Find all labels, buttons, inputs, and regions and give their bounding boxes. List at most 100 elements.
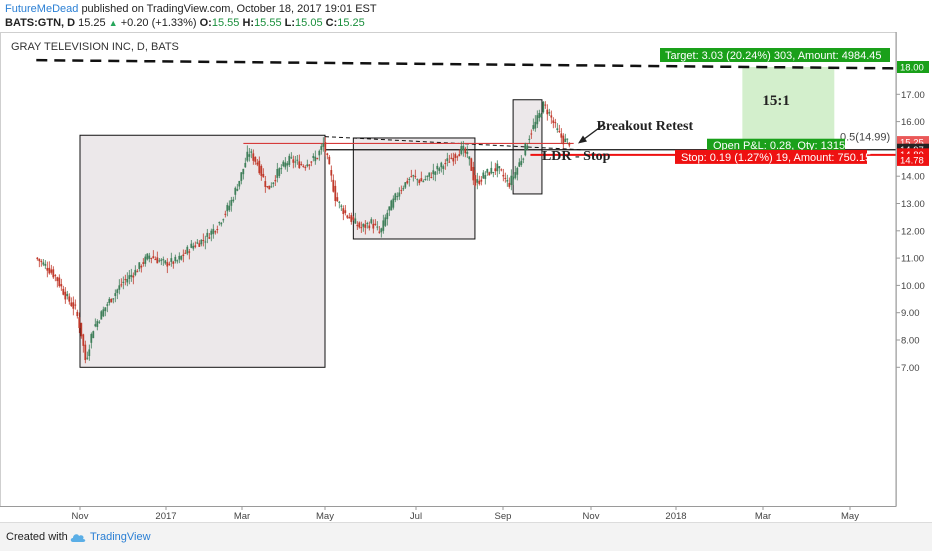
price-chart[interactable]: GRAY TELEVISION INC, D, BATS Target: 3.0… bbox=[0, 32, 932, 522]
price-tick-label: 14.00 bbox=[901, 172, 925, 183]
price-flag-label: 18.00 bbox=[900, 63, 924, 74]
candle-body bbox=[192, 245, 195, 249]
candle-body bbox=[568, 142, 571, 146]
candle-body bbox=[446, 158, 449, 162]
candle-body bbox=[424, 179, 427, 181]
candle-body bbox=[382, 220, 385, 231]
candle-body bbox=[110, 298, 113, 303]
price-change: +0.20 (+1.33%) bbox=[120, 17, 197, 29]
candle-body bbox=[456, 156, 459, 158]
candle-body bbox=[162, 259, 165, 261]
candle-body bbox=[368, 225, 371, 229]
candle-body bbox=[534, 121, 537, 129]
candle-body bbox=[112, 298, 115, 300]
candle-body bbox=[414, 175, 417, 177]
candle-body bbox=[172, 261, 175, 264]
price-axis[interactable]: 7.00 8.00 9.00 10.00 11.00 12.00 13.00 14.00 15.… bbox=[895, 32, 929, 506]
candle-body bbox=[202, 239, 205, 241]
consolidation-boxes bbox=[79, 99, 543, 368]
candle-body bbox=[208, 237, 211, 239]
candle-body bbox=[296, 159, 299, 161]
candle-body bbox=[200, 239, 203, 245]
candle-body bbox=[500, 169, 503, 171]
candle-body bbox=[66, 293, 69, 297]
candle-body bbox=[288, 155, 291, 165]
candle-body bbox=[386, 212, 389, 220]
candle-body bbox=[482, 172, 485, 179]
candle-body bbox=[334, 185, 337, 201]
symbol-label: BATS:GTN, D bbox=[5, 17, 76, 29]
candle-body bbox=[242, 168, 245, 175]
time-axis[interactable]: Nov 2017 Mar May Jul Sep Nov 2018 Mar May bbox=[0, 506, 896, 522]
candle-body bbox=[132, 275, 135, 278]
candle-body bbox=[154, 259, 157, 261]
candle-body bbox=[104, 307, 107, 312]
candle-body bbox=[294, 161, 297, 163]
candle-body bbox=[190, 243, 193, 248]
candle-body bbox=[442, 166, 445, 169]
candle-body bbox=[206, 232, 209, 237]
price-tick-label: 11.00 bbox=[901, 254, 924, 265]
candle-body bbox=[274, 179, 277, 182]
candle-body bbox=[286, 163, 289, 166]
tradingview-cloud-icon bbox=[70, 534, 86, 542]
high-label: H: bbox=[242, 17, 255, 29]
candle-body bbox=[336, 197, 339, 202]
candle-body bbox=[342, 208, 345, 214]
candle-body bbox=[102, 309, 105, 317]
candle-body bbox=[430, 177, 433, 179]
candle-body bbox=[54, 275, 57, 277]
candle-body bbox=[522, 158, 525, 160]
candle-body bbox=[158, 260, 161, 262]
candle-body bbox=[428, 172, 431, 177]
stop-label: Stop: 0.19 (1.27%) 19, Amount: 750.15 bbox=[681, 152, 871, 164]
candle-body bbox=[174, 256, 177, 262]
candle-body bbox=[152, 256, 155, 259]
candle-body bbox=[182, 254, 185, 256]
candle-body bbox=[120, 284, 123, 286]
candle-body bbox=[494, 168, 497, 172]
candle-body bbox=[518, 162, 521, 167]
candle-body bbox=[354, 218, 357, 224]
price-flag bbox=[897, 61, 929, 73]
candle-body bbox=[38, 258, 41, 262]
price-tick-label: 8.00 bbox=[901, 336, 920, 347]
candle-body bbox=[246, 151, 249, 161]
candle-body bbox=[346, 215, 349, 218]
candle-body bbox=[214, 231, 217, 233]
candle-body bbox=[284, 162, 287, 168]
candle-body bbox=[322, 143, 325, 147]
candle-body bbox=[544, 104, 547, 106]
candle-body bbox=[398, 192, 401, 197]
candle-body bbox=[496, 163, 499, 172]
author-link[interactable]: FutureMeDead bbox=[5, 3, 79, 15]
candle-body bbox=[64, 291, 67, 300]
candle-body bbox=[358, 222, 361, 228]
chart-header: FutureMeDead published on TradingView.co… bbox=[0, 0, 932, 32]
candle-body bbox=[510, 175, 513, 186]
candle-body bbox=[380, 228, 383, 233]
candle-body bbox=[108, 298, 111, 304]
high-value: 15.55 bbox=[254, 17, 282, 29]
candle-body bbox=[418, 180, 421, 184]
candle-body bbox=[460, 146, 463, 154]
candle-body bbox=[550, 115, 553, 118]
candle-body bbox=[188, 251, 191, 253]
candle-body bbox=[530, 133, 533, 135]
footer: Created with TradingView bbox=[0, 522, 932, 551]
candle-body bbox=[326, 153, 329, 155]
price-tick-label: 12.00 bbox=[901, 226, 925, 237]
candle-body bbox=[248, 154, 251, 157]
candle-body bbox=[138, 262, 141, 269]
candle-body bbox=[228, 205, 231, 211]
candle-body bbox=[126, 278, 129, 283]
candle-body bbox=[416, 179, 419, 181]
candle-body bbox=[270, 186, 273, 188]
candle-body bbox=[252, 153, 255, 161]
price-tick-label: 16.00 bbox=[901, 117, 925, 128]
candle-body bbox=[198, 243, 201, 247]
tradingview-link[interactable]: TradingView bbox=[90, 531, 151, 543]
candle-body bbox=[492, 171, 495, 173]
candle-body bbox=[164, 260, 167, 264]
time-tick-label: May bbox=[841, 511, 859, 522]
